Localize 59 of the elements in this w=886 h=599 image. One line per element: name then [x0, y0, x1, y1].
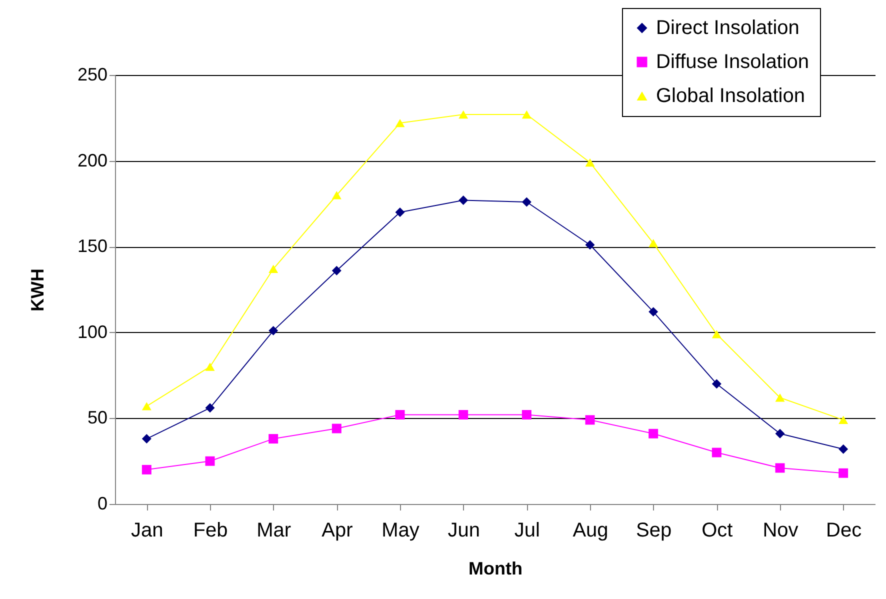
- point: [395, 118, 405, 128]
- x-tick-label: Sep: [636, 520, 672, 542]
- point: [648, 428, 658, 438]
- point: [775, 394, 785, 402]
- point: [712, 448, 722, 458]
- point: [838, 444, 848, 454]
- x-tick-label: Jan: [131, 520, 164, 542]
- point: [332, 424, 342, 434]
- point: [142, 402, 152, 410]
- point: [332, 191, 342, 200]
- x-tick-label: Jul: [514, 520, 540, 542]
- point: [395, 410, 405, 420]
- point: [268, 264, 278, 274]
- point: [648, 239, 658, 248]
- point: [712, 379, 722, 389]
- point: [332, 266, 342, 276]
- y-axis-title: KWH: [27, 268, 48, 312]
- point: [142, 464, 152, 474]
- point: [205, 403, 215, 413]
- point: [458, 196, 468, 206]
- y-tick-label: 150: [77, 236, 108, 256]
- x-tick-label: Mar: [256, 520, 292, 542]
- point: [585, 415, 595, 425]
- point: [838, 416, 848, 424]
- y-tick-label: 100: [77, 322, 108, 342]
- point: [268, 434, 278, 444]
- point: [458, 110, 468, 119]
- y-tick-label: 50: [87, 408, 108, 428]
- point: [205, 456, 215, 466]
- point: [522, 110, 532, 119]
- x-tick-label: Nov: [762, 520, 798, 542]
- legend-label: Global Insolation: [656, 85, 805, 107]
- legend-label: Diffuse Insolation: [656, 51, 810, 73]
- point: [458, 410, 468, 420]
- point: [585, 240, 595, 250]
- x-tick-label: Oct: [702, 520, 734, 542]
- x-tick-label: May: [382, 520, 420, 542]
- y-tick-label: 250: [77, 64, 108, 84]
- x-tick-label: Dec: [826, 520, 862, 542]
- point: [838, 468, 848, 478]
- point: [585, 158, 595, 167]
- x-tick-label: Apr: [322, 520, 354, 542]
- x-axis-title: Month: [468, 558, 522, 578]
- point: [775, 428, 785, 438]
- point: [268, 326, 278, 336]
- point: [522, 410, 532, 420]
- x-tick-label: Feb: [193, 520, 228, 542]
- y-tick-label: 200: [77, 150, 108, 170]
- point: [205, 362, 215, 371]
- point: [522, 197, 532, 207]
- point: [395, 208, 405, 218]
- point: [648, 307, 658, 317]
- x-tick-label: Aug: [572, 520, 608, 542]
- x-tick-label: Jun: [448, 520, 480, 542]
- point: [712, 330, 722, 338]
- point: [775, 463, 785, 473]
- y-tick-label: 0: [97, 494, 108, 514]
- legend-label: Direct Insolation: [656, 17, 800, 39]
- point: [142, 434, 152, 444]
